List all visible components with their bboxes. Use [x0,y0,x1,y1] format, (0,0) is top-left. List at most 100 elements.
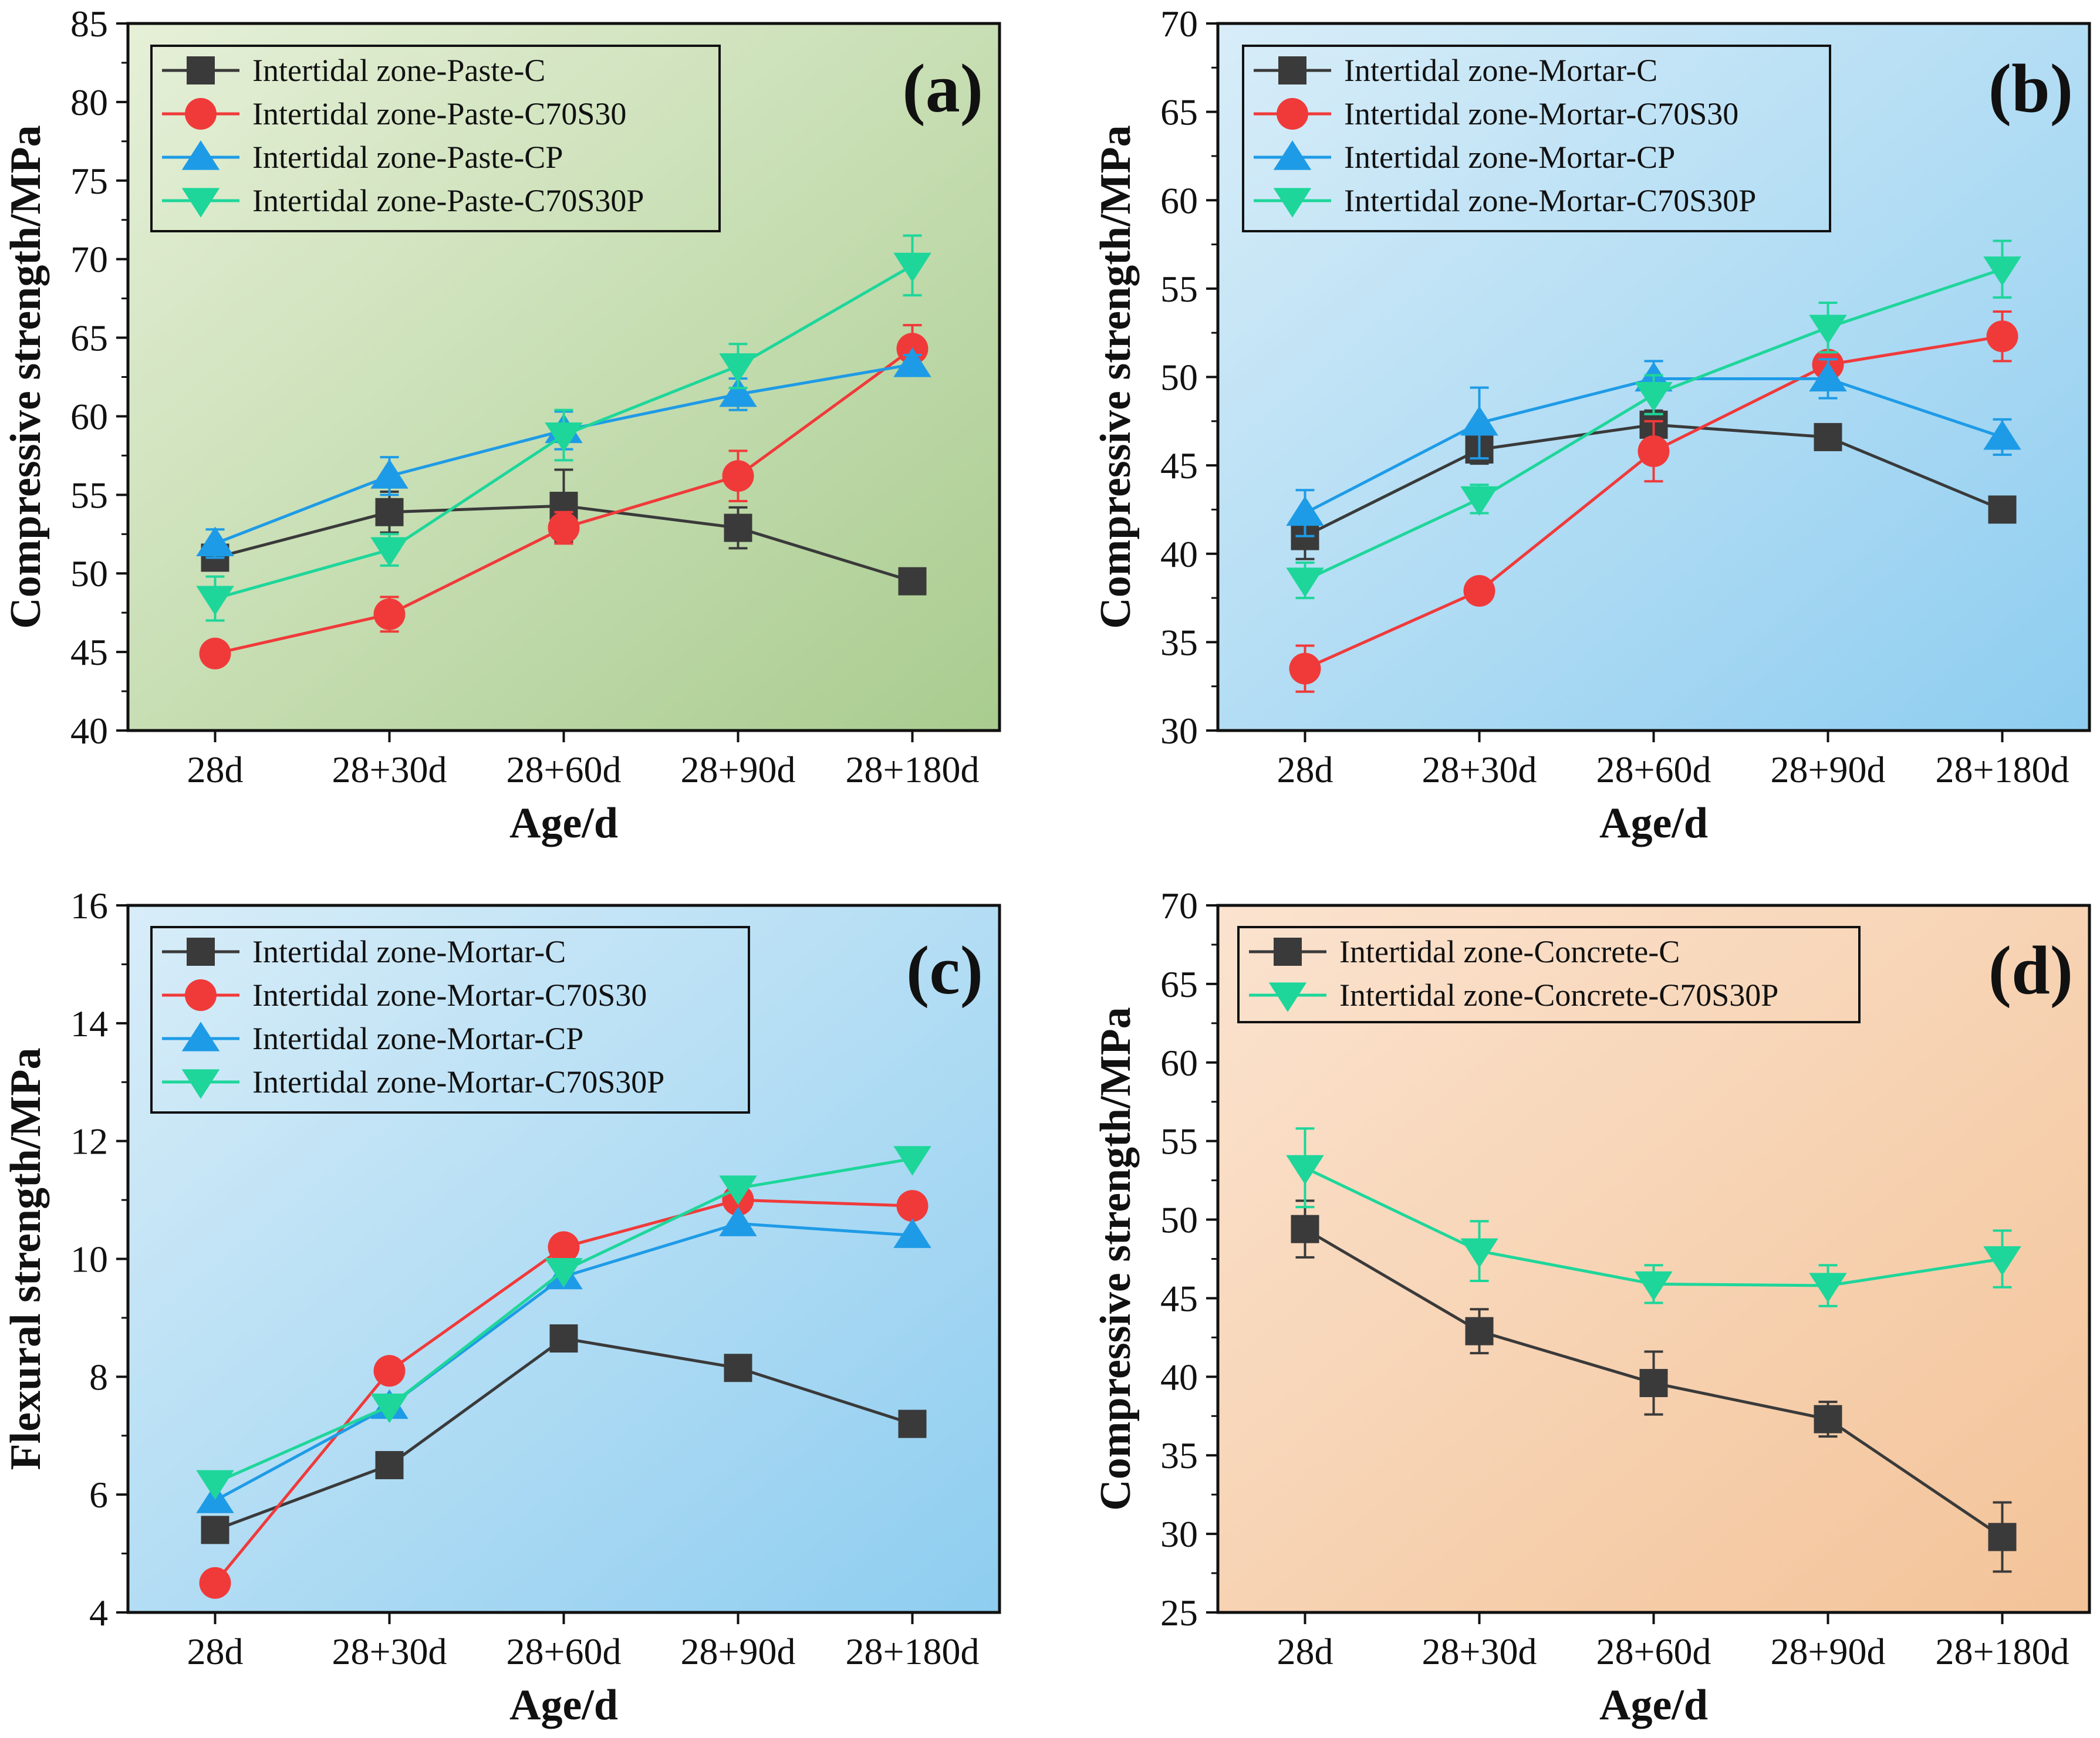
data-point [722,460,754,492]
panel-label: (a) [902,50,983,127]
x-tick-label: 28+30d [332,749,447,790]
data-point [548,512,580,544]
data-point [1460,1238,1498,1268]
y-tick-label: 75 [70,160,108,202]
data-point [724,1354,752,1382]
data-point [1289,652,1321,685]
legend-marker [1277,98,1308,130]
data-point [719,1175,757,1205]
y-tick-label: 85 [70,3,108,45]
legend-box [1242,45,1831,232]
y-tick-label: 30 [1160,1513,1198,1555]
y-tick-label: 50 [70,553,108,594]
y-axis-title: Flexural strength/MPa [2,1047,50,1470]
legend-marker [187,56,215,84]
y-axis-title: Compressive strength/MPa [1092,1007,1140,1510]
data-point [896,1190,929,1222]
data-point [196,586,234,616]
data-point [370,537,408,567]
legend: Intertidal zone-Mortar-C Intertidal zone-… [1242,45,1831,232]
legend-marker [181,188,220,218]
x-tick-label: 28+90d [1770,1631,1885,1672]
x-tick-label: 28+30d [1422,1631,1537,1672]
x-axis-title: Age/d [1599,1681,1708,1729]
data-point [1639,1369,1668,1398]
data-point [1638,435,1670,468]
data-point [893,1218,931,1248]
x-tick-label: 28+90d [1770,749,1885,790]
series-4 [1286,239,2021,600]
panel-label: (d) [1988,932,2073,1009]
data-point [196,1470,234,1500]
legend-label: Intertidal zone-Mortar-CP [1344,140,1675,175]
legend-box [150,45,721,232]
data-point [199,637,231,669]
legend-label: Intertidal zone-Mortar-C70S30 [1344,96,1738,131]
legend-label: Intertidal zone-Paste-C70S30 [252,96,626,131]
series-1 [201,1324,927,1544]
legend-label: Intertidal zone-Concrete-C [1339,934,1680,969]
y-tick-label: 55 [1160,1121,1198,1162]
legend-marker [181,1022,220,1051]
data-point [548,1231,580,1263]
y-tick-label: 8 [89,1356,108,1398]
x-tick-label: 28+60d [506,1631,621,1672]
y-tick-label: 45 [70,631,108,673]
legend-label: Intertidal zone-Mortar-C [252,934,566,969]
legend: Intertidal zone-Concrete-C Intertidal zon… [1237,926,1861,1023]
y-tick-label: 55 [1160,268,1198,310]
y-tick-label: 65 [1160,92,1198,133]
panel-d: 25 30 35 40 45 50 55 60 65 70 28d 28+30d 28+60d 28+90… [1092,885,2091,1729]
plot-background [128,23,1000,731]
y-tick-label: 4 [89,1592,108,1634]
y-tick-label: 50 [1160,1199,1198,1241]
legend: Intertidal zone-Paste-C Intertidal zone-P… [150,45,721,232]
x-tick-label: 28d [1277,749,1333,790]
axes-frame [1216,22,2091,732]
data-point [719,1206,757,1236]
legend-marker [1273,188,1312,218]
legend-marker [181,1069,220,1099]
data-point [1286,1155,1324,1185]
y-tick-label: 45 [1160,445,1198,486]
legend-marker [1273,140,1312,170]
y-tick-label: 30 [1160,710,1198,752]
data-point [724,513,752,542]
data-point [373,1355,406,1387]
panel-label: (c) [906,932,983,1009]
data-point [1809,1273,1847,1303]
legend-box [1237,926,1861,1023]
series-4 [196,234,931,622]
data-point [1291,1215,1319,1243]
legend-marker [185,979,217,1011]
panel-a: 40 45 50 55 60 65 70 75 80 85 28d 28+30d 28+60d 28+90… [2,3,1001,847]
data-point [898,567,927,596]
x-tick-label: 28+90d [680,1631,795,1672]
y-tick-label: 14 [70,1003,108,1044]
data-point [1286,496,1324,526]
data-point [1460,406,1498,436]
x-axis-title: Age/d [1599,799,1708,847]
y-axis-title: Compressive strength/MPa [1092,125,1140,628]
x-tick-label: 28+90d [680,749,795,790]
axes-frame [126,22,1001,732]
y-tick-label: 25 [1160,1592,1198,1634]
legend-label: Intertidal zone-Mortar-C70S30 [252,978,647,1013]
x-axis-title: Age/d [509,1681,618,1729]
legend-label: Intertidal zone-Mortar-C70S30P [252,1064,664,1100]
panel-c: 4 6 8 10 12 14 16 28d 28+30d 28+60d 28+90d 28+180d A… [2,885,1001,1729]
data-point [1460,486,1498,516]
x-axis-title: Age/d [509,799,618,847]
y-tick-label: 80 [70,82,108,123]
x-tick-label: 28+30d [1422,749,1537,790]
data-point [893,1146,931,1176]
legend-label: Intertidal zone-Mortar-CP [252,1021,583,1056]
y-tick-label: 60 [70,395,108,437]
series-1 [201,468,927,596]
data-point [375,498,404,526]
series-2 [199,324,929,669]
x-tick-label: 28+60d [506,749,621,790]
y-axis-title: Compressive strength/MPa [2,125,50,628]
data-point [719,353,757,383]
series-4 [196,1146,931,1500]
